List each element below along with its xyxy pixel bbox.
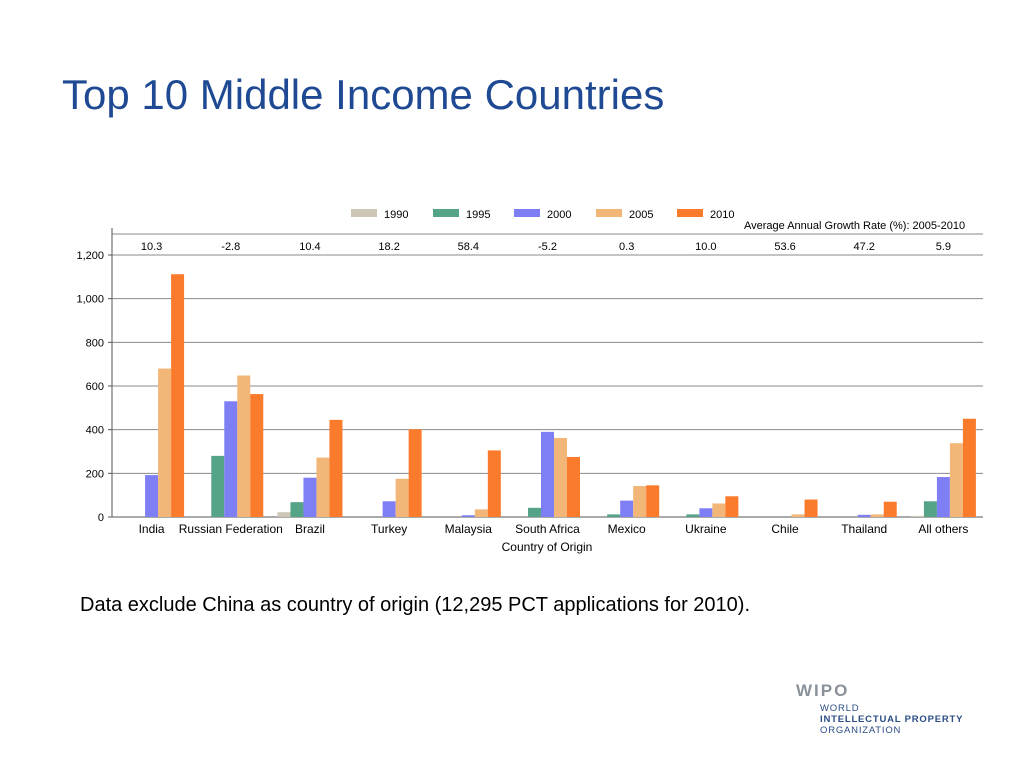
slide-title: Top 10 Middle Income Countries (62, 71, 665, 118)
x-tick-label: South Africa (515, 522, 580, 536)
bar-2010 (883, 501, 897, 517)
legend-swatch-2000 (514, 209, 540, 217)
bar-1990 (277, 512, 291, 517)
legend-label-2005: 2005 (629, 209, 653, 221)
growth-rate-value: 53.6 (774, 241, 795, 253)
bar-2000 (461, 515, 475, 517)
growth-rate-value: 18.2 (378, 241, 399, 253)
bar-2010 (250, 394, 264, 517)
bar-1995 (923, 501, 937, 517)
bar-2005 (791, 514, 805, 517)
bar-2005 (237, 375, 251, 517)
y-tick-label: 1,000 (76, 294, 104, 306)
x-tick-label: All others (918, 522, 968, 536)
x-tick-label: Mexico (608, 522, 646, 536)
y-tick-label: 0 (98, 512, 104, 524)
bar-1995 (686, 514, 700, 517)
bar-2005 (395, 478, 409, 517)
bar-2000 (224, 401, 238, 517)
bar-2000 (303, 477, 317, 517)
bar-1995 (607, 514, 621, 517)
x-tick-label: Brazil (295, 522, 325, 536)
x-tick-label: Chile (771, 522, 799, 536)
y-tick-label: 800 (86, 337, 104, 349)
bar-2010 (487, 450, 501, 517)
bar-2000 (541, 431, 554, 517)
bar-1995 (528, 507, 541, 517)
bar-2005 (474, 509, 488, 517)
bar-2000 (620, 500, 634, 517)
bar-1990 (910, 515, 924, 517)
y-tick-label: 200 (86, 468, 104, 480)
bar-2000 (936, 477, 950, 517)
growth-rate-value: 58.4 (458, 241, 479, 253)
bar-2000 (382, 501, 396, 517)
legend-label-2010: 2010 (710, 209, 734, 221)
bar-chart: 1990 1995 2000 2005 2010 0 200 400 600 800 1,000 1… (76, 209, 983, 554)
y-tick-label: 400 (86, 425, 104, 437)
growth-rate-title: Average Annual Growth Rate (%): 2005-201… (744, 220, 965, 232)
bar-2005 (158, 368, 172, 517)
x-tick-label: Turkey (371, 522, 407, 536)
bar-2000 (145, 475, 159, 517)
legend-label-1995: 1995 (466, 209, 490, 221)
bar-2010 (567, 456, 580, 517)
x-axis-title: Country of Origin (502, 540, 593, 554)
growth-rate-value: 10.0 (695, 241, 716, 253)
bar-2010 (646, 485, 660, 517)
logo-line-org: ORGANIZATION (820, 725, 902, 736)
bar-1995 (290, 502, 304, 517)
bar-2005 (554, 437, 567, 517)
legend-swatch-2005 (596, 209, 622, 217)
x-tick-label: India (139, 522, 165, 536)
bar-2010 (725, 496, 739, 517)
bars (145, 274, 976, 517)
growth-rate-value: 0.3 (619, 241, 634, 253)
legend-label-1990: 1990 (384, 209, 408, 221)
footnote: Data exclude China as country of origin … (80, 594, 751, 616)
legend-swatch-2010 (677, 209, 703, 217)
growth-rate-value: 47.2 (854, 241, 875, 253)
x-tick-label: Ukraine (685, 522, 727, 536)
legend-label-2000: 2000 (547, 209, 571, 221)
legend-swatch-1990 (351, 209, 377, 217)
chart-labels: 0 200 400 600 800 1,000 1,200 India 10.3 Russian … (76, 220, 968, 554)
y-tick-label: 600 (86, 381, 104, 393)
bar-2005 (712, 503, 726, 517)
growth-rate-value: 5.9 (936, 241, 951, 253)
bar-2000 (857, 514, 871, 517)
growth-rate-value: -2.8 (221, 241, 240, 253)
wipo-logo: WIPO WORLD INTELLECTUAL PROPERTY ORGANIZ… (796, 681, 996, 737)
bar-2005 (316, 457, 330, 517)
bar-2000 (699, 508, 713, 517)
bar-2010 (408, 429, 422, 517)
logo-line-ip: INTELLECTUAL PROPERTY (820, 714, 964, 725)
legend: 1990 1995 2000 2005 2010 (351, 209, 734, 221)
logo-wordmark: WIPO (796, 681, 850, 700)
y-tick-label: 1,200 (76, 250, 104, 262)
bar-1995 (211, 455, 225, 517)
bar-2010 (804, 499, 818, 517)
bar-2005 (870, 514, 884, 517)
growth-rate-value: 10.4 (299, 241, 320, 253)
logo-line-world: WORLD (820, 703, 860, 714)
bar-2010 (329, 419, 343, 517)
growth-rate-value: 10.3 (141, 241, 162, 253)
x-tick-label: Malaysia (445, 522, 493, 536)
x-tick-label: Thailand (841, 522, 887, 536)
bar-2005 (633, 485, 647, 517)
bar-2005 (949, 443, 963, 517)
growth-rate-value: -5.2 (538, 241, 557, 253)
x-tick-label: Russian Federation (179, 522, 283, 536)
legend-swatch-1995 (433, 209, 459, 217)
bar-2010 (171, 274, 185, 517)
bar-2010 (962, 418, 976, 517)
